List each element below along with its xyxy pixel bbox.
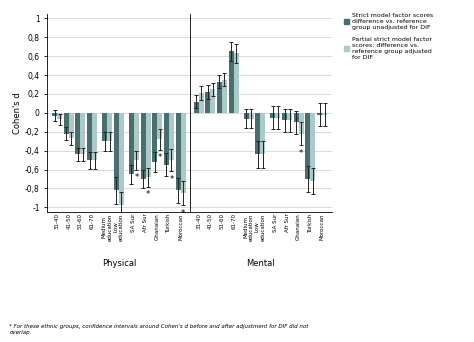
Bar xyxy=(270,113,275,118)
Bar xyxy=(75,113,81,155)
Bar xyxy=(81,113,85,155)
Text: *: * xyxy=(146,190,150,199)
Text: *: * xyxy=(181,209,185,218)
Bar xyxy=(294,113,299,122)
Bar xyxy=(210,89,215,113)
Bar xyxy=(275,113,280,118)
Bar xyxy=(114,113,119,190)
Bar xyxy=(119,113,124,206)
Legend: Strict model factor scores
difference vs. reference
group unadjusted for DIF, Pa: Strict model factor scores difference vs… xyxy=(345,13,433,60)
Bar xyxy=(52,113,57,116)
Text: Physical: Physical xyxy=(101,259,136,268)
Bar xyxy=(255,113,260,155)
Bar xyxy=(175,113,181,190)
Bar xyxy=(217,82,222,113)
Bar xyxy=(249,113,254,119)
Bar xyxy=(194,102,199,113)
Bar xyxy=(199,93,204,113)
Y-axis label: Cohen's d: Cohen's d xyxy=(13,92,22,134)
Bar xyxy=(228,51,234,113)
Bar xyxy=(299,113,304,134)
Bar xyxy=(305,113,310,179)
Bar xyxy=(146,113,151,177)
Bar xyxy=(164,113,169,165)
Bar xyxy=(287,113,292,120)
Bar xyxy=(157,113,162,139)
Bar xyxy=(57,113,62,119)
Bar xyxy=(234,53,239,113)
Text: *: * xyxy=(157,154,162,162)
Bar xyxy=(260,113,265,155)
Bar xyxy=(134,113,139,160)
Bar xyxy=(244,113,249,119)
Text: *: * xyxy=(134,173,138,182)
Bar xyxy=(222,80,227,113)
Bar xyxy=(282,113,287,120)
Bar xyxy=(69,113,74,139)
Bar xyxy=(181,113,185,193)
Text: *: * xyxy=(169,175,173,184)
Bar xyxy=(64,113,69,134)
Bar xyxy=(322,113,327,115)
Text: Mental: Mental xyxy=(246,259,274,268)
Bar xyxy=(87,113,92,160)
Bar xyxy=(169,113,174,160)
Text: * For these ethnic groups, confidence intervals around Cohen's d before and afte: * For these ethnic groups, confidence in… xyxy=(9,324,309,335)
Bar xyxy=(317,113,322,115)
Bar xyxy=(92,113,97,160)
Bar xyxy=(310,113,315,181)
Bar xyxy=(102,113,107,141)
Bar xyxy=(107,113,112,141)
Bar xyxy=(152,113,157,162)
Bar xyxy=(205,92,210,113)
Bar xyxy=(129,113,134,174)
Bar xyxy=(140,113,146,179)
Text: *: * xyxy=(299,149,303,158)
